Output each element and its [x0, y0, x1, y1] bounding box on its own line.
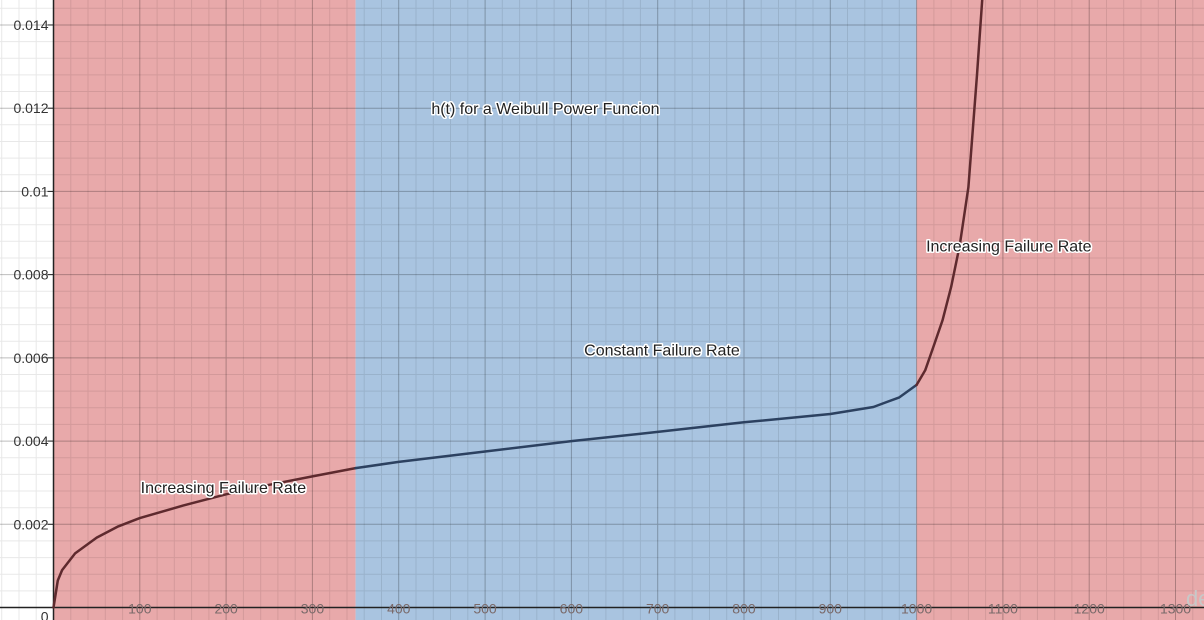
region-band-3: [916, 0, 1204, 620]
x-tick-label: 600: [560, 601, 584, 617]
x-tick-label: 500: [473, 601, 497, 617]
y-tick-label: 0.014: [13, 17, 48, 33]
y-tick-label: 0.012: [13, 100, 48, 116]
origin-label: 0: [41, 609, 49, 620]
y-tick-label: 0.006: [13, 350, 48, 366]
constant-failure-rate-label: Constant Failure Rate: [584, 343, 740, 360]
hazard-curve-segment-2: [354, 383, 918, 470]
y-tick-label: 0.008: [13, 267, 48, 283]
x-tick-label: 100: [128, 601, 152, 617]
region-layer: [53, 0, 1204, 620]
x-tick-label: 1300: [1160, 601, 1191, 617]
watermark-logo: de: [1186, 586, 1204, 611]
x-tick-label: 900: [819, 601, 843, 617]
x-tick-label: 800: [732, 601, 756, 617]
y-tick-label: 0.002: [13, 516, 48, 532]
y-tick-label: 0.01: [21, 183, 48, 199]
hazard-curve-segment-3: [915, 0, 984, 387]
increasing-failure-rate-right-label: Increasing Failure Rate: [926, 239, 1092, 256]
hazard-curve-segment-1: [52, 466, 357, 609]
x-tick-label: 1100: [988, 601, 1018, 617]
increasing-failure-rate-left-label: Increasing Failure Rate: [141, 480, 307, 497]
chart-title: h(t) for a Weibull Power Funcion: [431, 101, 659, 118]
tick-label-layer: 0.002 0.004 0.006 0.008 0.01 0.012 0.014 0 100 20…: [13, 17, 1191, 620]
region-band-2: [355, 0, 917, 620]
y-tick-label: 0.004: [13, 433, 48, 449]
x-tick-label: 1200: [1074, 601, 1105, 617]
x-tick-label: 300: [301, 601, 325, 617]
x-tick-label: 1000: [901, 601, 932, 617]
x-tick-label: 700: [646, 601, 670, 617]
annotation-layer: h(t) for a Weibull Power Funcion Constan…: [139, 100, 1093, 499]
x-tick-label: 200: [214, 601, 238, 617]
x-tick-label: 400: [387, 601, 411, 617]
region-band-1: [53, 0, 356, 620]
series-layer: [52, 0, 984, 609]
